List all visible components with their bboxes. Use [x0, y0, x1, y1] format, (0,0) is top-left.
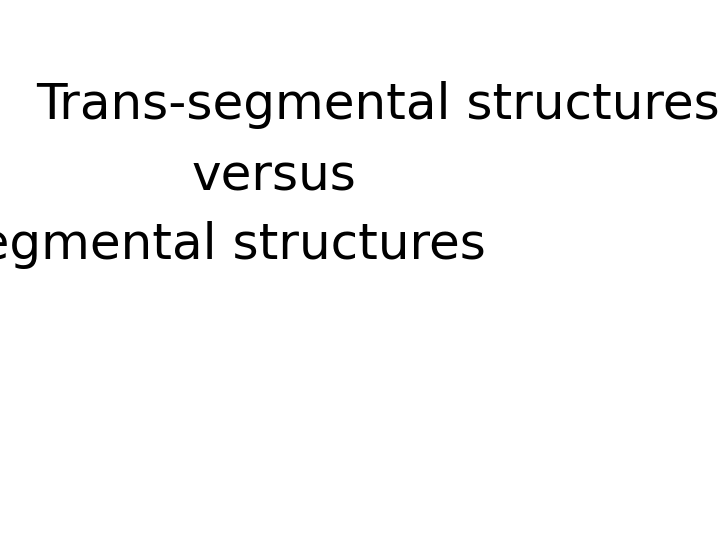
Text: versus: versus	[192, 151, 356, 199]
Text: Trans-segmental structures: Trans-segmental structures	[36, 81, 720, 129]
Text: Segmental structures: Segmental structures	[0, 221, 485, 269]
